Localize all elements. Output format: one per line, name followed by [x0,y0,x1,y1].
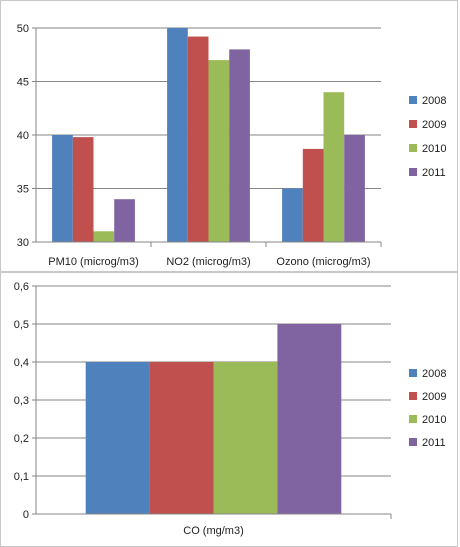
y-tick-label: 45 [17,77,29,89]
y-tick-label: 50 [17,23,29,35]
x-category-label: Ozono (microg/m3) [276,256,370,268]
co-bar-chart: 0 0,1 0,2 0,3 0,4 0,5 0,6 CO (mg/m3) 2008 2009 201… [14,281,447,537]
bar-co-mg-m3-2009 [149,362,214,514]
bar-pm10-microg-m3-2009 [72,137,94,242]
legend-label-2009: 2009 [422,391,446,403]
bar-ozono-microg-m3-2008 [282,188,303,242]
legend: 2008 2009 2010 2011 [409,368,446,449]
legend-label-2011: 2011 [422,167,446,179]
legend-label-2010: 2010 [422,143,446,155]
bar-co-mg-m3-2011 [277,324,342,514]
x-category-label: NO2 (microg/m3) [166,256,250,268]
y-tick-label: 40 [17,130,29,142]
y-tick-label: 30 [17,237,29,249]
x-category-label: PM10 (microg/m3) [48,256,138,268]
legend-swatch-2008 [409,369,417,377]
bar-ozono-microg-m3-2011 [344,135,365,242]
bar-ozono-microg-m3-2009 [302,148,324,242]
legend-swatch-2011 [409,438,417,446]
legend-label-2008: 2008 [422,95,446,107]
pollutants-chart-panel: 30 35 40 45 50 PM10 (microg/m3) NO2 (microg/m3… [0,0,458,272]
legend-swatch-2010 [409,144,417,152]
legend-label-2009: 2009 [422,119,446,131]
legend-label-2011: 2011 [422,437,446,449]
legend-swatch-2009 [409,392,417,400]
bar-no2-microg-m3-2011 [229,49,250,243]
legend-label-2010: 2010 [422,414,446,426]
legend-swatch-2011 [409,168,417,176]
bar-no2-microg-m3-2010 [208,60,230,242]
bar-no2-microg-m3-2008 [167,28,188,242]
y-tick-label: 35 [17,184,29,196]
bar-pm10-microg-m3-2011 [114,199,135,242]
x-category-label: CO (mg/m3) [183,525,244,537]
legend: 2008 2009 2010 2011 [409,95,446,179]
y-tick-label: 0 [23,509,29,521]
y-tick-label: 0,6 [14,281,29,293]
bar-co-mg-m3-2008 [85,362,150,514]
y-tick-label: 0,1 [14,471,29,483]
co-chart-panel: 0 0,1 0,2 0,3 0,4 0,5 0,6 CO (mg/m3) 2008 2009 201… [0,272,458,547]
bar-ozono-microg-m3-2010 [323,92,345,242]
bar-no2-microg-m3-2009 [187,36,209,243]
bar-co-mg-m3-2010 [213,362,278,514]
y-tick-label: 0,5 [14,319,29,331]
bar-pm10-microg-m3-2008 [52,135,73,242]
y-tick-label: 0,2 [14,433,29,445]
legend-swatch-2010 [409,415,417,423]
y-tick-label: 0,3 [14,395,29,407]
pollutants-bar-chart: 30 35 40 45 50 PM10 (microg/m3) NO2 (microg/m3… [17,23,447,268]
legend-swatch-2008 [409,96,417,104]
legend-label-2008: 2008 [422,368,446,380]
bar-pm10-microg-m3-2010 [93,231,115,242]
y-tick-label: 0,4 [14,357,29,369]
legend-swatch-2009 [409,120,417,128]
